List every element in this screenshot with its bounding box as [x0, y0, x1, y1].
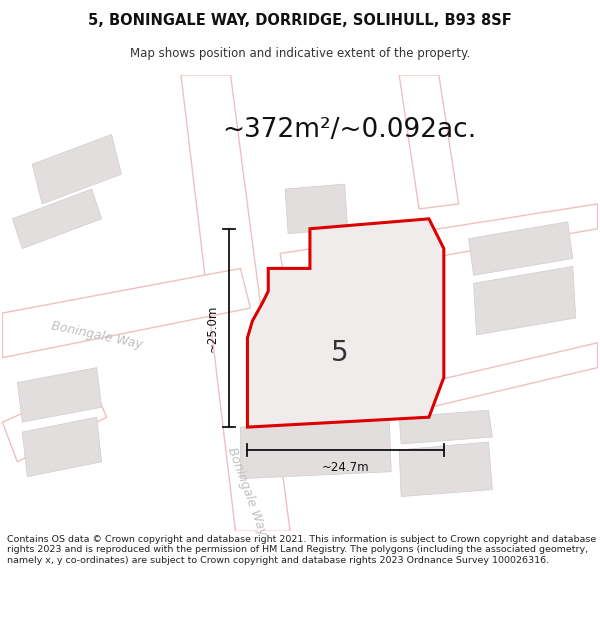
Polygon shape [285, 184, 347, 234]
Polygon shape [399, 75, 458, 209]
Polygon shape [13, 189, 101, 249]
Text: 5: 5 [331, 339, 349, 367]
Text: Boningale Way: Boningale Way [226, 446, 269, 538]
Polygon shape [32, 134, 121, 204]
Polygon shape [17, 368, 101, 422]
Polygon shape [399, 442, 493, 496]
Polygon shape [473, 266, 576, 335]
Polygon shape [2, 382, 107, 462]
Polygon shape [280, 204, 598, 283]
Polygon shape [310, 222, 387, 273]
Polygon shape [399, 410, 493, 444]
Text: 5, BONINGALE WAY, DORRIDGE, SOLIHULL, B93 8SF: 5, BONINGALE WAY, DORRIDGE, SOLIHULL, B9… [88, 12, 512, 28]
Polygon shape [181, 75, 290, 531]
Polygon shape [22, 418, 101, 477]
Text: Boningale Way: Boningale Way [50, 319, 143, 351]
Text: Contains OS data © Crown copyright and database right 2021. This information is : Contains OS data © Crown copyright and d… [7, 535, 596, 565]
Text: ~25.0m: ~25.0m [206, 304, 219, 352]
Polygon shape [2, 268, 250, 358]
Polygon shape [247, 219, 444, 427]
Text: ~24.7m: ~24.7m [322, 461, 370, 474]
Text: Map shows position and indicative extent of the property.: Map shows position and indicative extent… [130, 48, 470, 61]
Text: ~372m²/~0.092ac.: ~372m²/~0.092ac. [223, 116, 477, 142]
Polygon shape [300, 342, 598, 437]
Polygon shape [241, 420, 391, 479]
Polygon shape [270, 271, 404, 368]
Polygon shape [469, 222, 573, 276]
